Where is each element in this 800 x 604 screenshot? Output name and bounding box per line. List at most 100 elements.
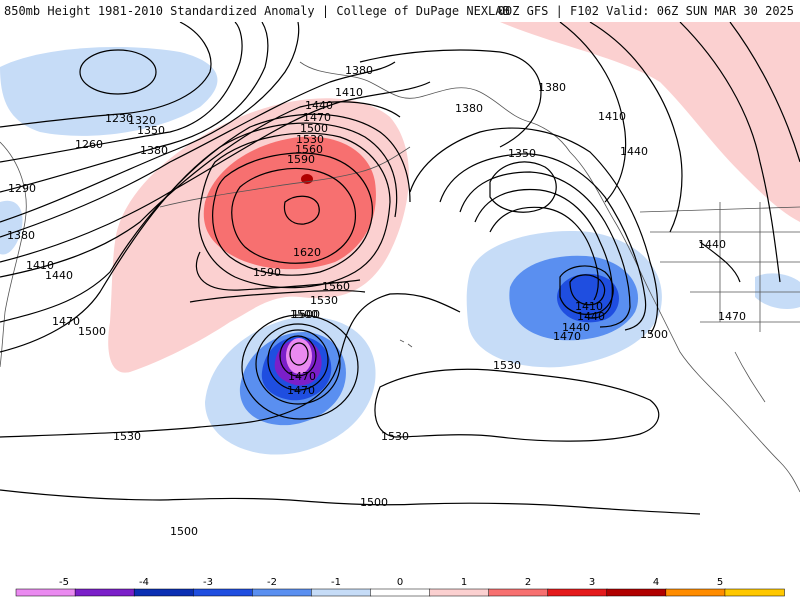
anomaly-shading	[0, 22, 800, 455]
colorbar-swatch	[74, 588, 135, 597]
colorbar-canvas: -5 -4 -3 -2 -1 0 1 2 3 4 5	[15, 577, 785, 597]
contour-1440-low-sw	[267, 329, 329, 391]
contour-1380	[0, 61, 396, 238]
contour-label: 1290	[8, 182, 36, 195]
colorbar-swatch	[665, 588, 726, 597]
contour-label: 1380	[345, 64, 373, 77]
colorbar-swatch	[15, 588, 76, 597]
positive-anomaly-region-moderate	[203, 136, 376, 270]
contour-label: 1410	[575, 300, 603, 313]
colorbar-swatch	[370, 588, 431, 597]
contour-label: 1620	[293, 246, 321, 259]
map-canvas: 1230 1260 1290 1320 1350 1380 1380 1380 …	[0, 22, 800, 538]
contour-1320	[0, 22, 269, 193]
contour-1410-ne	[559, 22, 627, 203]
contour-1380-low-sw	[289, 342, 309, 366]
north-america-west-coast	[569, 151, 721, 398]
contour-label: 1500	[290, 308, 318, 321]
aleutian-islands	[159, 146, 411, 208]
contour-label: 1350	[508, 147, 536, 160]
contour-label: 1500	[292, 308, 320, 321]
contour-1560-high	[212, 152, 373, 276]
contour-1290	[0, 22, 243, 163]
contour-1260	[0, 22, 212, 128]
contour-label: 1440	[45, 269, 73, 282]
map-title: 850mb Height 1981-2010 Standardized Anom…	[4, 4, 510, 18]
contour-label: 1320	[128, 114, 156, 127]
contour-1470-low-sw	[255, 323, 341, 405]
colorbar-tick-label: 0	[397, 577, 403, 588]
colorbar-swatches	[15, 588, 785, 597]
colorbar-tick-label: -5	[59, 577, 69, 588]
contour-label: 1500	[78, 325, 106, 338]
contour-1530-ridge	[189, 289, 366, 303]
contour-label: 1530	[493, 359, 521, 372]
contour-label: 1380	[538, 81, 566, 94]
contour-1440-ne	[589, 22, 683, 233]
contour-label: 1530	[381, 430, 409, 443]
contour-1440	[0, 101, 401, 278]
contour-1530-high	[198, 132, 391, 289]
contour-label: 1380	[7, 229, 35, 242]
colorbar-tick-label: 3	[589, 577, 595, 588]
contour-label: 1380	[455, 102, 483, 115]
contour-1380-low-e	[569, 274, 606, 306]
colorbar-tick-label: 2	[525, 577, 531, 588]
colorbar-swatch	[429, 588, 490, 597]
colorbar-swatch	[252, 588, 313, 597]
contour-1380-ne	[359, 49, 542, 148]
colorbar-tick-label: 4	[653, 577, 659, 588]
contour-label: 1530	[113, 430, 141, 443]
contour-label: 1560	[322, 280, 350, 293]
colorbar-swatch	[133, 588, 194, 597]
height-contours	[0, 22, 800, 515]
contour-label: 1440	[562, 321, 590, 334]
contour-1440-pacnw	[459, 171, 631, 328]
mexico-coastline	[719, 396, 800, 493]
us-states-grid	[650, 202, 800, 332]
contour-1410	[0, 81, 431, 263]
colorbar-tick-label: -1	[331, 577, 341, 588]
contour-1470-pacnw	[439, 153, 647, 331]
contour-label: 1470	[52, 315, 80, 328]
negative-anomaly-region-nw	[0, 47, 218, 136]
contour-label: 1230	[105, 112, 133, 125]
colorbar-tick-label: 5	[717, 577, 723, 588]
contour-label: 1440	[620, 145, 648, 158]
contour-label: 1440	[698, 238, 726, 251]
contour-label: 1590	[287, 153, 315, 166]
contour-label: 1410	[335, 86, 363, 99]
colorbar-tick-label: -2	[267, 577, 277, 588]
colorbar-swatch	[724, 588, 785, 597]
contour-label: 1440	[577, 310, 605, 323]
contour-1410-low-sw	[279, 335, 317, 377]
contour-label: 1470	[718, 310, 746, 323]
contour-label: 1260	[75, 138, 103, 151]
contour-1350	[0, 22, 300, 223]
anomaly-map: 1230 1260 1290 1320 1350 1380 1380 1380 …	[0, 22, 800, 575]
contour-label: 1590	[253, 266, 281, 279]
contour-1410-low-e	[559, 265, 614, 315]
contour-1500-a	[0, 122, 398, 353]
baja-coast	[734, 351, 766, 403]
contour-1500-pacnw	[409, 127, 659, 335]
contour-label: 1380	[140, 144, 168, 157]
positive-anomaly-region-ne	[500, 22, 800, 222]
contour-label: 1530	[296, 133, 324, 146]
title-bar: 850mb Height 1981-2010 Standardized Anom…	[0, 0, 800, 22]
colorbar-swatch	[192, 588, 254, 597]
colorbar-tick-label: -4	[139, 577, 149, 588]
colorbar-swatch	[606, 588, 667, 597]
contour-1410-pacnw	[474, 188, 613, 319]
contour-label: 1500	[300, 122, 328, 135]
model-run-info: 00Z GFS | F102 Valid: 06Z SUN MAR 30 202…	[497, 4, 794, 18]
contour-label: 1560	[295, 143, 323, 156]
alaska-coastline	[299, 61, 571, 153]
contour-label: 1350	[137, 124, 165, 137]
contour-label: 1470	[287, 384, 315, 397]
contour-1500-low-sw	[241, 314, 359, 420]
contour-label: 1500	[640, 328, 668, 341]
contour-1560-ridge	[195, 251, 361, 291]
contour-label: 1500	[360, 496, 388, 509]
contour-1470	[0, 113, 411, 323]
